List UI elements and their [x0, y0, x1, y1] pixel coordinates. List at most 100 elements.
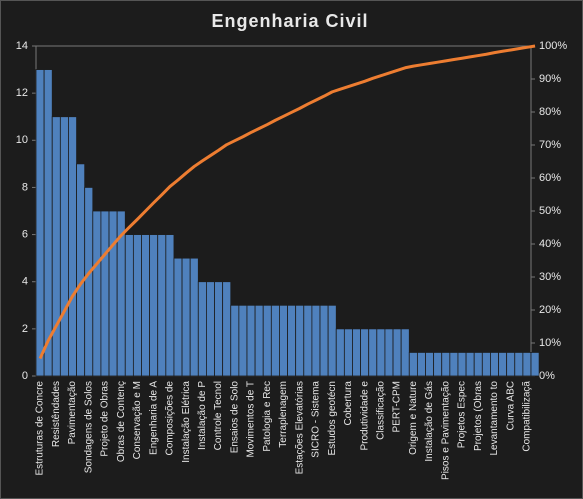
- x-tick-label: SICRO - Sistema: [311, 381, 322, 458]
- x-tick-label: Pisos e Pavimentação: [440, 381, 451, 480]
- bar: [197, 281, 207, 377]
- x-tick-label: Classificação: [376, 381, 387, 440]
- y2-tick-label: 30%: [539, 271, 561, 283]
- x-tick-label: Patologia e Rec: [262, 381, 273, 452]
- y-tick-label: 8: [22, 181, 28, 193]
- bar: [84, 187, 94, 377]
- bar: [433, 352, 443, 377]
- x-tick-label: Engenharia de A: [148, 381, 159, 455]
- bar: [498, 352, 508, 377]
- bar: [441, 352, 451, 377]
- x-tick-label: Ensaios de Solo: [229, 381, 240, 454]
- bar: [35, 69, 45, 377]
- x-tick-label: Movimentos de T: [246, 381, 257, 458]
- bar: [514, 352, 524, 377]
- bar: [108, 210, 118, 377]
- bar: [189, 257, 199, 377]
- x-tick-label: Cobertura: [343, 381, 354, 426]
- x-tick-label: Instalação Elétrica: [181, 381, 192, 463]
- x-tick-label: Resistêndades: [51, 381, 62, 447]
- bar: [76, 163, 86, 377]
- y-tick-label: 4: [22, 276, 28, 288]
- x-tick-label: Terraplenagem: [278, 381, 289, 448]
- bar: [173, 257, 183, 377]
- y2-tick-label: 90%: [539, 73, 561, 85]
- bar: [327, 304, 337, 377]
- bar: [376, 328, 386, 377]
- bar: [165, 234, 175, 377]
- bar: [238, 304, 248, 377]
- x-tick-label: Controle Tecnol: [213, 381, 224, 450]
- bar: [230, 304, 240, 377]
- y2-tick-label: 20%: [539, 304, 561, 316]
- x-tick-label: Estudos geotécn: [327, 381, 338, 456]
- bar: [311, 304, 321, 377]
- y-tick-label: 14: [16, 40, 28, 52]
- bar: [481, 352, 491, 377]
- chart-title: Engenharia Civil: [211, 11, 368, 31]
- bar: [335, 328, 345, 377]
- x-tick-label: Projetos (Obras: [473, 381, 484, 451]
- bar: [352, 328, 361, 377]
- bar: [530, 352, 540, 377]
- y2-tick-label: 70%: [539, 139, 561, 151]
- x-tick-label: Origem e Nature: [408, 381, 419, 455]
- bar: [490, 352, 499, 377]
- x-tick-label: Projeto de Obras: [100, 381, 111, 457]
- bar: [254, 304, 264, 377]
- y-tick-label: 2: [22, 323, 28, 335]
- y2-tick-label: 60%: [539, 172, 561, 184]
- x-tick-label: Produtividade e: [359, 381, 370, 451]
- bar: [449, 352, 459, 377]
- bar: [425, 352, 435, 377]
- bar: [206, 281, 215, 377]
- bar: [214, 281, 224, 377]
- bar: [141, 234, 151, 377]
- bar: [392, 328, 402, 377]
- bar: [384, 328, 394, 377]
- x-tick-label: Estruturas de Concre: [35, 381, 46, 476]
- y-tick-label: 6: [22, 228, 28, 240]
- cumulative-line: [38, 44, 536, 360]
- bar: [246, 304, 256, 377]
- bar: [465, 352, 475, 377]
- y2-tick-label: 50%: [539, 205, 561, 217]
- x-tick-label: Compatibilizaçã: [522, 381, 533, 452]
- x-tick-label: Instalação de Gás: [424, 381, 435, 462]
- bar: [51, 116, 61, 377]
- bar: [132, 234, 142, 377]
- x-tick-label: Obras de Contenç: [116, 381, 127, 462]
- x-tick-label: Estações Elevatórias: [294, 381, 305, 474]
- y2-tick-label: 40%: [539, 238, 561, 250]
- bar: [222, 281, 232, 377]
- bar: [149, 234, 159, 377]
- x-tick-label: Projetos Espec: [457, 381, 468, 448]
- y2-tick-label: 100%: [539, 40, 567, 52]
- bar: [400, 328, 410, 377]
- bar: [270, 304, 280, 377]
- y-tick-label: 10: [16, 134, 28, 146]
- bar: [319, 304, 329, 377]
- bar: [522, 352, 532, 377]
- bar: [408, 352, 418, 377]
- y2-tick-label: 80%: [539, 106, 561, 118]
- y2-tick-label: 10%: [539, 337, 561, 349]
- bar: [343, 328, 353, 377]
- x-tick-label: Composições de: [165, 381, 176, 456]
- bar: [360, 328, 370, 377]
- bar: [473, 352, 483, 377]
- bar: [287, 304, 297, 377]
- y-tick-label: 0: [22, 370, 28, 382]
- bar: [506, 352, 516, 377]
- x-tick-label: PERT-CPM: [392, 381, 403, 433]
- x-tick-label: Pavimentação: [67, 381, 78, 445]
- x-tick-label: Sondagens de Solos: [83, 381, 94, 473]
- bar: [262, 304, 272, 377]
- x-tick-label: Levantamento to: [489, 381, 500, 456]
- bar: [181, 257, 191, 377]
- x-tick-label: Instalação de P: [197, 381, 208, 450]
- bar: [157, 234, 167, 377]
- bar: [368, 328, 378, 377]
- x-tick-label: Conservação e M: [132, 381, 143, 459]
